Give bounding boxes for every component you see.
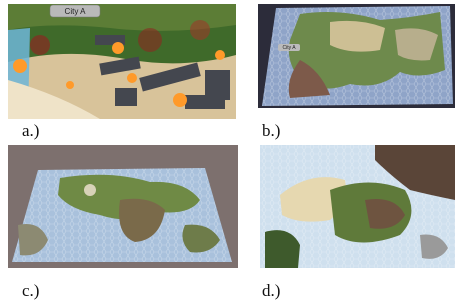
screenshot-a: City A	[8, 4, 236, 119]
panel-label: b.)	[262, 121, 280, 140]
panel-label: c.)	[22, 281, 39, 300]
figure: City A a.) City A b.) c.) d.)	[0, 0, 463, 302]
panel-label: a.)	[22, 121, 39, 140]
screenshot-d	[260, 145, 455, 268]
screenshot-c	[8, 145, 238, 268]
screenshot-b: City A	[258, 4, 455, 108]
city-name: City A	[282, 45, 296, 51]
city-name: City A	[65, 7, 87, 16]
panel-label: d.)	[262, 281, 280, 300]
